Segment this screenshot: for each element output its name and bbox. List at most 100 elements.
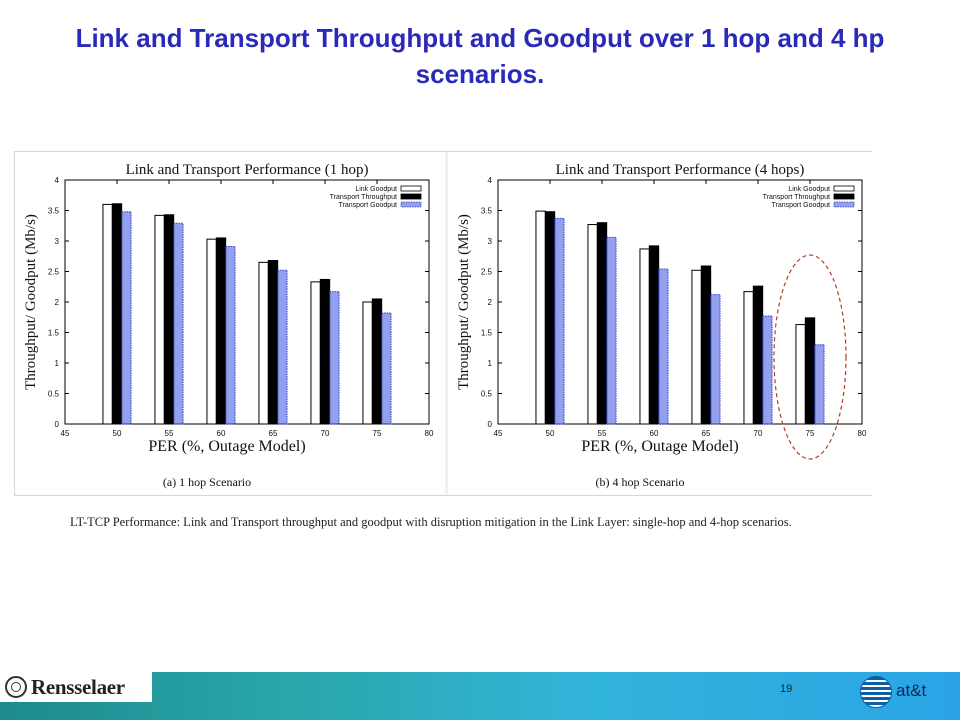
y-tick-label: 1.5: [481, 329, 493, 338]
bar: [154, 214, 165, 425]
y-axis-label: Throughput/ Goodput (Mb/s): [456, 214, 472, 390]
y-tick-label: 2: [55, 298, 60, 307]
x-tick-label: 75: [373, 429, 382, 438]
x-tick-label: 80: [858, 429, 867, 438]
seal-icon: [5, 676, 27, 698]
bar: [814, 344, 825, 425]
legend-entry: Transport Throughput: [763, 194, 830, 201]
y-tick-label: 3.5: [48, 207, 60, 216]
x-axis-label: PER (%, Outage Model): [148, 438, 305, 455]
y-tick-label: 4: [488, 176, 493, 185]
legend-entry: Transport Goodput: [772, 202, 831, 209]
y-tick-label: 4: [55, 176, 60, 185]
bar: [606, 236, 617, 425]
bar: [710, 294, 721, 425]
bar: [795, 324, 806, 425]
x-tick-label: 65: [702, 429, 711, 438]
y-tick-label: 1: [488, 359, 493, 368]
x-tick-label: 80: [425, 429, 434, 438]
bar: [762, 315, 773, 425]
chart-4hops: Link and Transport Performance (4 hops) 0…: [448, 152, 878, 495]
bar: [173, 222, 184, 425]
figure-caption: LT-TCP Performance: Link and Transport t…: [70, 515, 792, 529]
chart-1hop: Link and Transport Performance (1 hop) 0 0…: [15, 152, 445, 495]
bar: [554, 217, 565, 425]
chart-sublabel: (a) 1 hop Scenario: [163, 475, 251, 489]
y-tick-label: 2.5: [481, 268, 493, 277]
y-tick-label: 3.5: [481, 207, 493, 216]
y-tick-label: 0.5: [481, 390, 493, 399]
figure-panel: Link and Transport Performance (1 hop) 0 0…: [14, 151, 878, 496]
bar: [362, 301, 373, 425]
bar: [371, 298, 383, 425]
bar: [111, 203, 123, 425]
bar: [225, 245, 236, 425]
bar: [310, 281, 321, 425]
bar: [700, 265, 712, 425]
bar: [258, 261, 269, 425]
page-number: 19: [780, 683, 793, 695]
x-tick-label: 55: [165, 429, 174, 438]
bar: [804, 317, 816, 425]
bar: [121, 211, 132, 425]
y-tick-label: 0: [488, 420, 493, 429]
bar: [648, 245, 660, 425]
x-tick-label: 75: [806, 429, 815, 438]
x-tick-label: 60: [217, 429, 226, 438]
bar: [206, 238, 217, 425]
bar: [587, 224, 598, 425]
y-tick-label: 3: [55, 237, 60, 246]
bar: [658, 268, 669, 425]
y-axis-label: Throughput/ Goodput (Mb/s): [23, 214, 39, 390]
bar: [596, 222, 608, 425]
logo-text: Rensselaer: [31, 674, 125, 699]
bar: [329, 291, 340, 425]
legend-entry: Transport Goodput: [339, 202, 398, 209]
rensselaer-logo: Rensselaer: [0, 672, 152, 702]
bar: [752, 285, 764, 425]
x-tick-label: 55: [598, 429, 607, 438]
x-tick-label: 50: [113, 429, 122, 438]
y-tick-label: 0.5: [48, 390, 60, 399]
y-tick-label: 1: [55, 359, 60, 368]
legend-entry: Link Goodput: [355, 186, 397, 193]
bar: [267, 260, 279, 425]
legend-entry: Transport Throughput: [330, 194, 397, 201]
x-tick-label: 70: [321, 429, 330, 438]
att-logo-text: at&t: [896, 681, 927, 700]
y-tick-label: 2.5: [48, 268, 60, 277]
chart-title: Link and Transport Performance (4 hops): [556, 162, 805, 178]
footer-band: [0, 672, 960, 720]
y-tick-label: 2: [488, 298, 493, 307]
x-tick-label: 60: [650, 429, 659, 438]
att-globe-icon: [860, 676, 892, 708]
legend-entry: Link Goodput: [788, 186, 830, 193]
x-axis-label: PER (%, Outage Model): [581, 438, 738, 455]
legend-swatch: [833, 193, 855, 200]
slide-title: Link and Transport Throughput and Goodpu…: [75, 23, 885, 89]
bar: [381, 312, 392, 425]
legend-swatch: [833, 201, 855, 208]
bar: [691, 269, 702, 425]
x-tick-label: 70: [754, 429, 763, 438]
y-tick-label: 3: [488, 237, 493, 246]
legend-swatch: [400, 185, 422, 192]
bar: [102, 203, 113, 425]
bar: [163, 214, 175, 425]
x-tick-label: 45: [61, 429, 70, 438]
legend-swatch: [400, 201, 422, 208]
chart-sublabel: (b) 4 hop Scenario: [596, 475, 685, 489]
x-tick-label: 50: [546, 429, 555, 438]
bar: [277, 269, 288, 425]
bar: [535, 210, 546, 425]
bar: [743, 291, 754, 425]
bar: [639, 248, 650, 425]
bar: [319, 278, 331, 425]
bar: [215, 237, 227, 425]
highlight-ellipse: [773, 254, 847, 460]
x-tick-label: 45: [494, 429, 503, 438]
y-tick-label: 0: [55, 420, 60, 429]
legend-swatch: [400, 193, 422, 200]
x-tick-label: 65: [269, 429, 278, 438]
bar: [544, 211, 556, 425]
